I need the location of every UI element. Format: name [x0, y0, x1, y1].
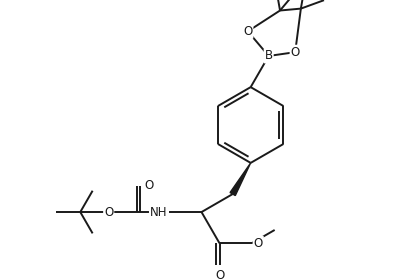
Text: O: O	[145, 179, 154, 192]
Text: O: O	[104, 206, 113, 219]
Text: O: O	[215, 269, 224, 280]
Text: NH: NH	[150, 206, 168, 219]
Polygon shape	[230, 163, 251, 195]
Text: B: B	[265, 50, 273, 62]
Text: O: O	[291, 46, 300, 59]
Text: O: O	[254, 237, 263, 250]
Text: O: O	[243, 25, 252, 38]
